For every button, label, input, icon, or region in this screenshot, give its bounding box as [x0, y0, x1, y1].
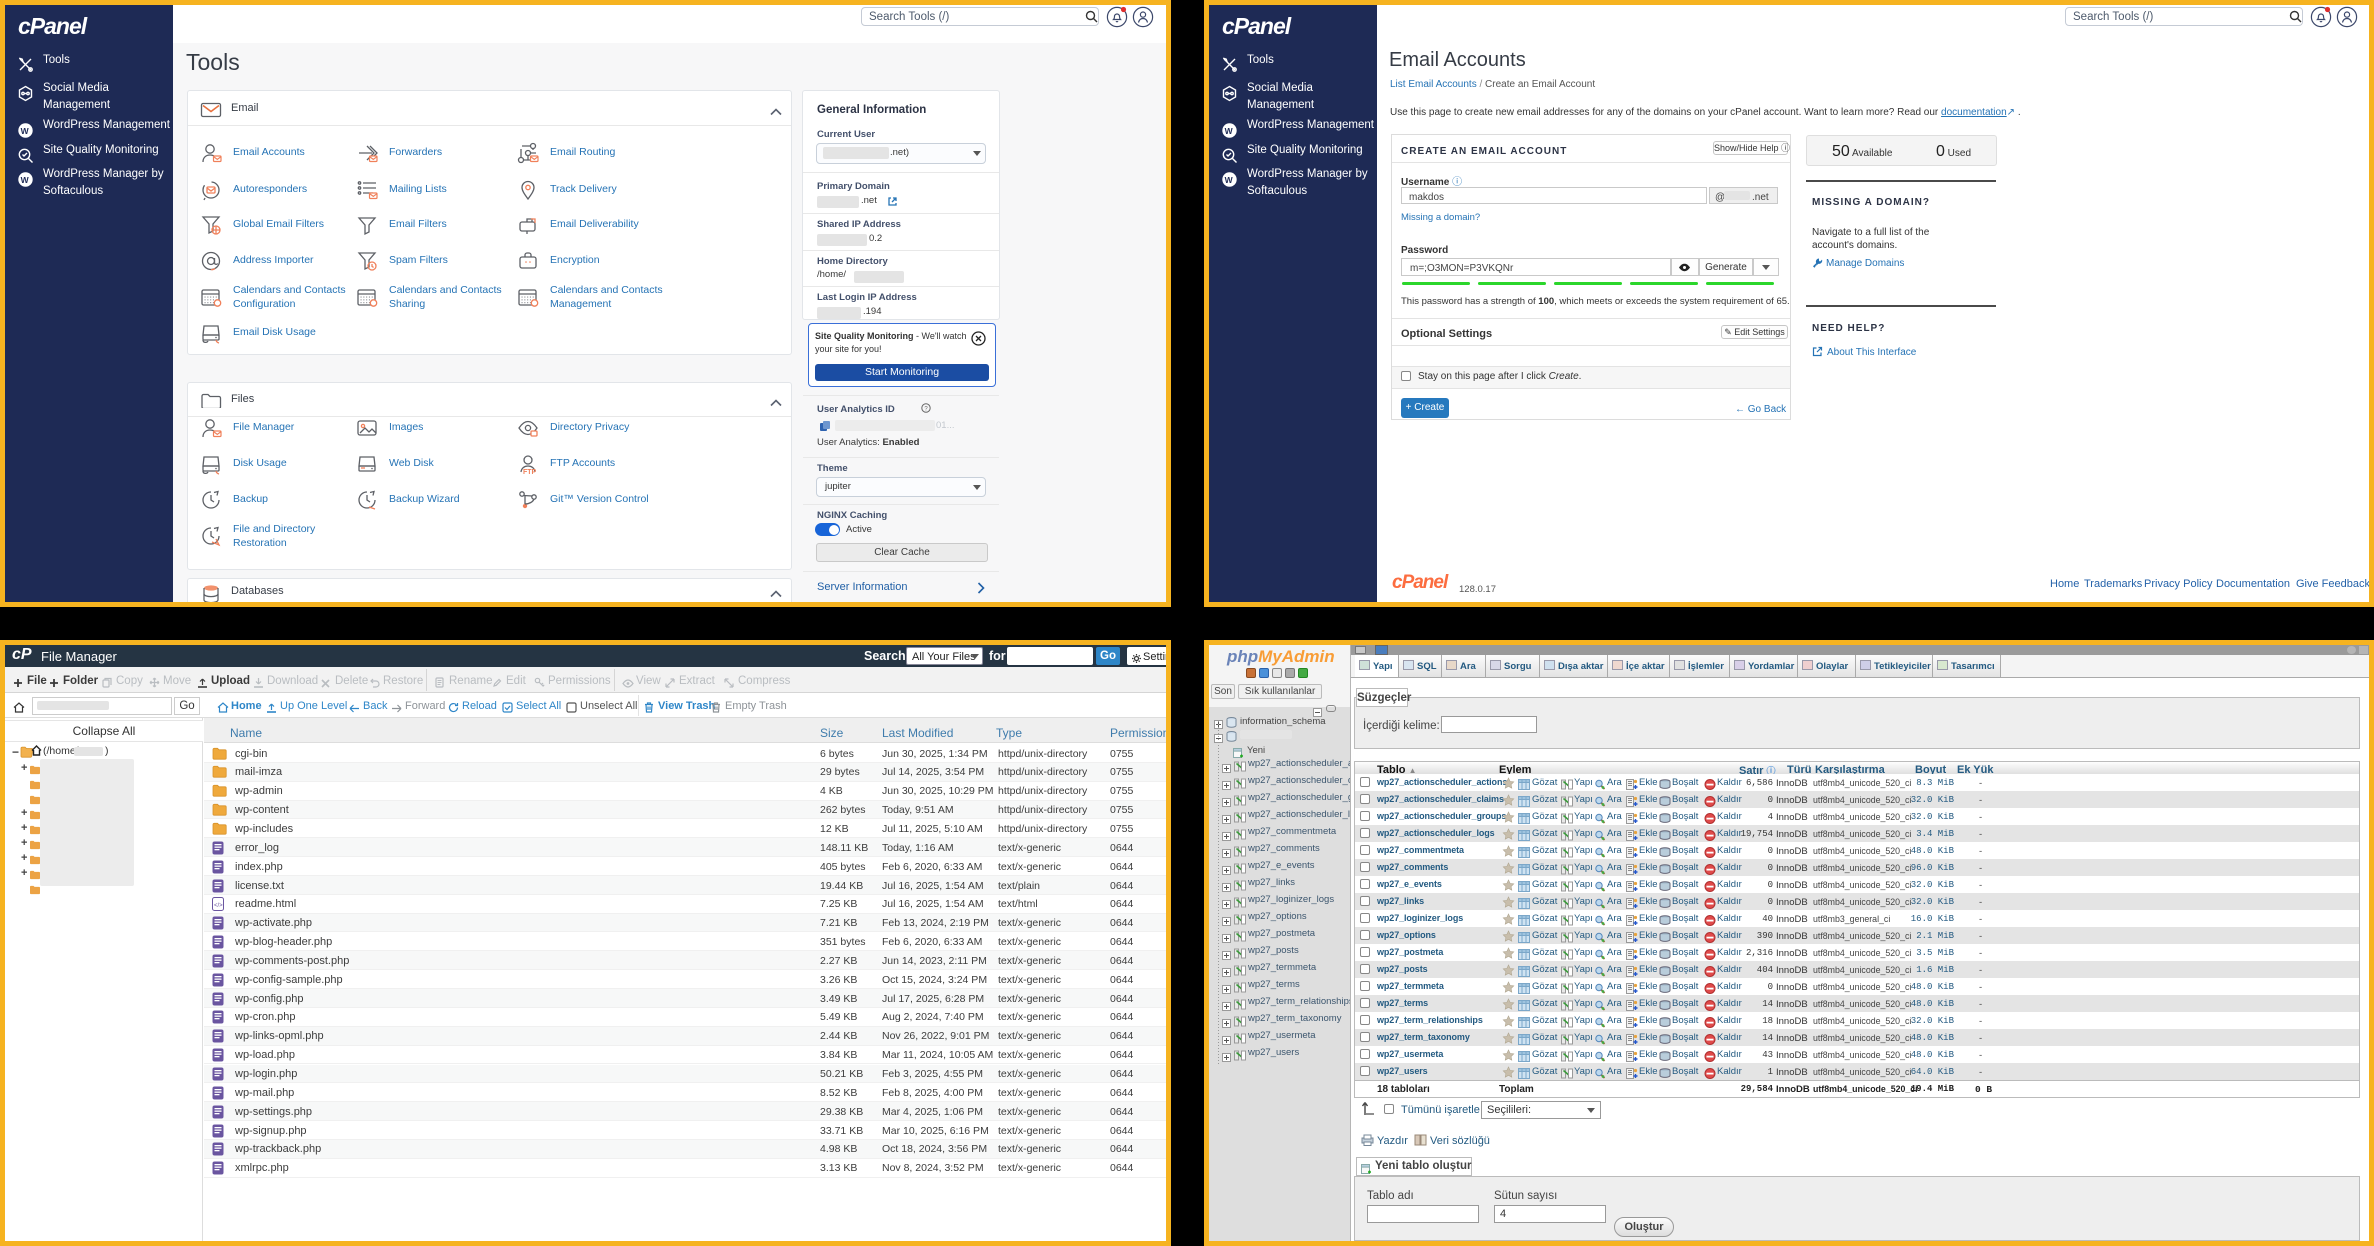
svg-text:W: W	[21, 175, 30, 185]
svg-text:W: W	[21, 126, 30, 136]
svg-text:?: ?	[924, 406, 928, 412]
svg-text:</>: </>	[214, 903, 223, 909]
svg-text:FTP: FTP	[523, 469, 537, 475]
svg-text:W: W	[1225, 175, 1234, 185]
svg-text:W: W	[1225, 126, 1234, 136]
